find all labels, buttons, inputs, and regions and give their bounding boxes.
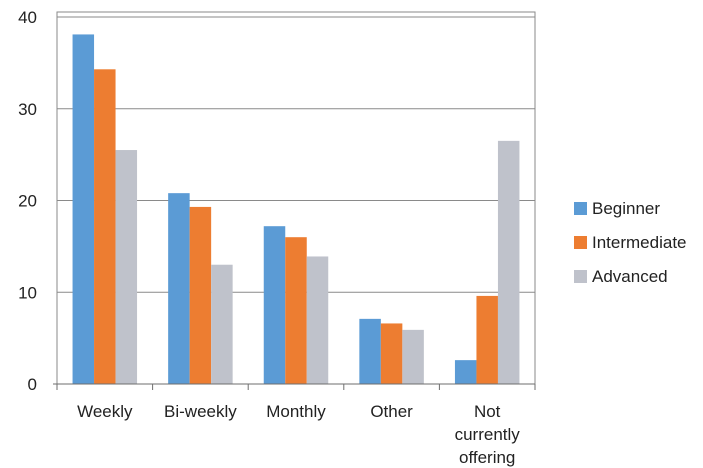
x-category-label: Bi-weekly	[164, 402, 237, 421]
y-tick-label: 20	[18, 192, 37, 211]
bar-advanced	[211, 264, 233, 384]
bar-beginner	[168, 193, 190, 384]
y-tick-label: 10	[18, 283, 37, 302]
legend-swatch	[574, 202, 587, 215]
legend-label: Intermediate	[592, 233, 687, 252]
bar-beginner	[359, 318, 381, 384]
bar-advanced	[402, 329, 424, 384]
y-tick-label: 30	[18, 100, 37, 119]
bar-beginner	[72, 34, 95, 385]
x-category-label: Monthly	[266, 402, 326, 421]
bar-intermediate	[94, 69, 116, 385]
bar-intermediate	[380, 323, 403, 384]
bar-beginner	[263, 226, 286, 384]
bar-beginner	[454, 360, 477, 384]
y-tick-label: 0	[28, 375, 37, 394]
bar-advanced	[306, 256, 329, 384]
x-category-label: Not	[474, 402, 501, 421]
bar-intermediate	[285, 237, 307, 384]
bar-intermediate	[189, 206, 212, 384]
x-category-label: offering	[459, 448, 515, 467]
legend-label: Advanced	[592, 267, 668, 286]
legend-label: Beginner	[592, 199, 660, 218]
x-category-label: Weekly	[77, 402, 133, 421]
bar-advanced	[115, 150, 138, 384]
bar-advanced	[497, 140, 520, 384]
x-axis: Weekly Bi-weekly Monthly Other Not currently o…	[53, 383, 536, 467]
x-category-label: Other	[370, 402, 413, 421]
legend: Beginner Intermediate Advanced	[574, 199, 687, 286]
y-axis: 0 10 20 30 40	[18, 8, 37, 394]
bar-intermediate	[476, 295, 498, 384]
legend-swatch	[574, 270, 587, 283]
x-category-label: currently	[455, 425, 521, 444]
y-tick-label: 40	[18, 8, 37, 27]
bars	[72, 34, 520, 385]
legend-swatch	[574, 236, 587, 249]
